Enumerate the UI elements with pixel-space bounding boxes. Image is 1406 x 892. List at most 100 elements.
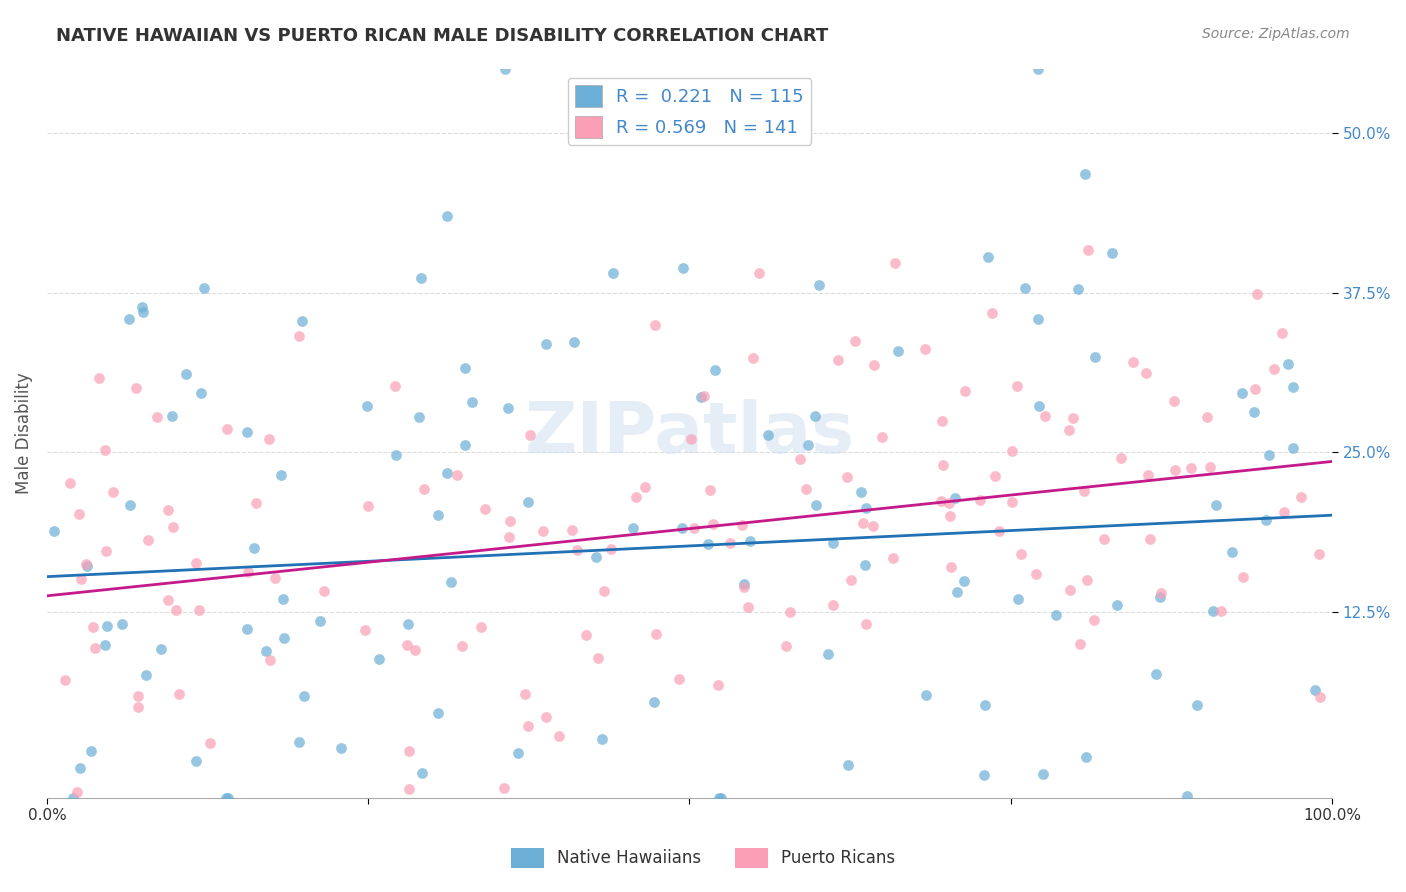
Point	[76, 559, 98, 574]
Point	[398, 781, 420, 796]
Point	[1074, 750, 1097, 764]
Point	[882, 551, 904, 566]
Point	[1073, 484, 1095, 499]
Point	[1303, 682, 1326, 697]
Point	[707, 678, 730, 692]
Point	[94, 544, 117, 558]
Point	[110, 617, 132, 632]
Point	[718, 535, 741, 549]
Point	[1257, 448, 1279, 462]
Point	[1059, 583, 1081, 598]
Point	[120, 498, 142, 512]
Point	[1122, 355, 1144, 369]
Point	[198, 736, 221, 750]
Point	[931, 494, 953, 508]
Point	[1139, 532, 1161, 546]
Point	[804, 409, 827, 423]
Point	[634, 479, 657, 493]
Point	[217, 791, 239, 805]
Point	[1149, 590, 1171, 604]
Point	[174, 368, 197, 382]
Point	[561, 523, 583, 537]
Point	[1025, 566, 1047, 581]
Point	[398, 744, 420, 758]
Point	[145, 410, 167, 425]
Point	[1308, 547, 1330, 561]
Point	[395, 638, 418, 652]
Text: ZIPatlas: ZIPatlas	[524, 399, 855, 467]
Point	[562, 335, 585, 350]
Point	[1180, 460, 1202, 475]
Point	[461, 395, 484, 409]
Point	[436, 466, 458, 480]
Point	[915, 688, 938, 702]
Point	[1101, 245, 1123, 260]
Point	[131, 300, 153, 314]
Point	[499, 514, 522, 528]
Point	[259, 432, 281, 446]
Point	[973, 698, 995, 713]
Point	[1111, 451, 1133, 466]
Point	[585, 550, 607, 565]
Legend: R =  0.221   N = 115, R = 0.569   N = 141: R = 0.221 N = 115, R = 0.569 N = 141	[568, 78, 811, 145]
Point	[1033, 409, 1056, 423]
Point	[1010, 547, 1032, 561]
Point	[131, 305, 153, 319]
Point	[187, 603, 209, 617]
Point	[259, 653, 281, 667]
Point	[849, 484, 872, 499]
Point	[292, 690, 315, 704]
Point	[855, 501, 877, 516]
Point	[969, 493, 991, 508]
Point	[127, 700, 149, 714]
Point	[1256, 513, 1278, 527]
Point	[271, 591, 294, 606]
Point	[446, 468, 468, 483]
Point	[817, 648, 839, 662]
Point	[156, 592, 179, 607]
Point	[1232, 570, 1254, 584]
Point	[1083, 613, 1105, 627]
Point	[184, 556, 207, 570]
Legend: Native Hawaiians, Puerto Ricans: Native Hawaiians, Puerto Ricans	[503, 841, 903, 875]
Point	[943, 491, 966, 506]
Point	[89, 371, 111, 385]
Point	[517, 719, 540, 733]
Point	[1045, 607, 1067, 622]
Point	[474, 501, 496, 516]
Point	[103, 484, 125, 499]
Point	[184, 754, 207, 768]
Point	[94, 638, 117, 652]
Point	[707, 791, 730, 805]
Point	[117, 312, 139, 326]
Point	[396, 617, 419, 632]
Point	[938, 496, 960, 510]
Point	[779, 605, 801, 619]
Point	[1026, 312, 1049, 326]
Point	[1069, 637, 1091, 651]
Point	[69, 761, 91, 775]
Point	[157, 503, 180, 517]
Point	[408, 409, 430, 424]
Point	[135, 667, 157, 681]
Point	[931, 414, 953, 428]
Point	[852, 516, 875, 531]
Point	[308, 615, 330, 629]
Point	[1199, 459, 1222, 474]
Point	[426, 508, 449, 522]
Point	[844, 334, 866, 349]
Point	[66, 785, 89, 799]
Point	[534, 710, 557, 724]
Point	[273, 632, 295, 646]
Point	[264, 571, 287, 585]
Point	[55, 673, 77, 687]
Point	[506, 746, 529, 760]
Point	[591, 731, 613, 746]
Point	[1272, 505, 1295, 519]
Point	[984, 469, 1007, 483]
Point	[162, 409, 184, 423]
Point	[621, 521, 644, 535]
Point	[1062, 410, 1084, 425]
Point	[1032, 766, 1054, 780]
Point	[789, 451, 811, 466]
